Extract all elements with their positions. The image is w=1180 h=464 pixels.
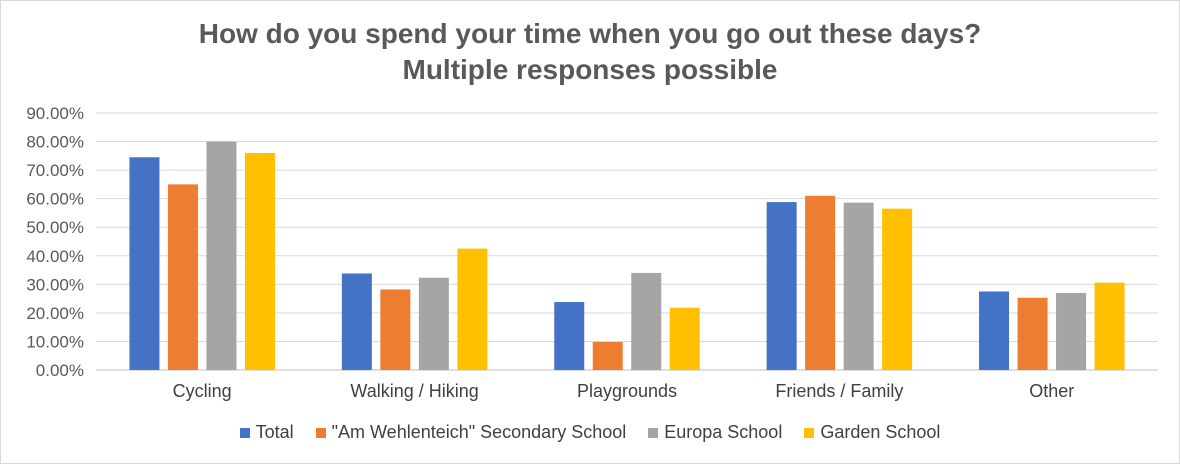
y-tick-label: 0.00% (36, 361, 84, 380)
bar (843, 202, 874, 370)
category-label: Walking / Hiking (350, 381, 478, 401)
bar (457, 248, 488, 370)
legend-label: Garden School (820, 422, 941, 442)
chart-title: How do you spend your time when you go o… (198, 18, 982, 49)
y-tick-label: 40.00% (26, 247, 84, 266)
bar (244, 152, 275, 370)
category-label: Friends / Family (775, 381, 903, 401)
legend-swatch (804, 427, 815, 438)
chart-title-block: How do you spend your time when you go o… (0, 16, 1180, 88)
legend-item: "Am Wehlenteich" Secondary School (315, 422, 627, 443)
bar (341, 273, 372, 370)
y-tick-label: 90.00% (26, 104, 84, 123)
bar (1056, 292, 1087, 370)
legend-item: Europa School (648, 422, 782, 443)
category-label: Playgrounds (577, 381, 677, 401)
y-tick-label: 70.00% (26, 161, 84, 180)
y-tick-label: 20.00% (26, 304, 84, 323)
bar (380, 289, 411, 370)
legend-label: Europa School (664, 422, 783, 442)
legend-label: Total (255, 422, 294, 442)
legend-item: Garden School (804, 422, 940, 443)
legend-swatch (315, 427, 326, 438)
category-label: Other (1029, 381, 1074, 401)
category-label: Cycling (173, 381, 232, 401)
chart-subtitle: Multiple responses possible (402, 54, 778, 85)
bar (1017, 297, 1048, 370)
y-tick-label: 80.00% (26, 133, 84, 152)
bar (206, 141, 237, 370)
legend-swatch (239, 427, 250, 438)
bar (631, 272, 662, 370)
bar (882, 208, 913, 370)
bar (766, 202, 797, 370)
bar (418, 277, 449, 370)
chart-legend: Total "Am Wehlenteich" Secondary School Eu… (0, 422, 1180, 443)
legend-item: Total (239, 422, 294, 443)
bar (805, 195, 836, 370)
bar (129, 157, 160, 370)
bar (979, 291, 1010, 370)
bar (554, 302, 585, 370)
y-tick-label: 60.00% (26, 190, 84, 209)
legend-label: "Am Wehlenteich" Secondary School (331, 422, 627, 442)
bar (167, 184, 198, 370)
y-tick-label: 30.00% (26, 275, 84, 294)
bar (592, 342, 623, 370)
y-tick-label: 50.00% (26, 218, 84, 237)
legend-swatch (648, 427, 659, 438)
bar (669, 307, 700, 370)
bar (1094, 282, 1125, 370)
y-tick-label: 10.00% (26, 332, 84, 351)
